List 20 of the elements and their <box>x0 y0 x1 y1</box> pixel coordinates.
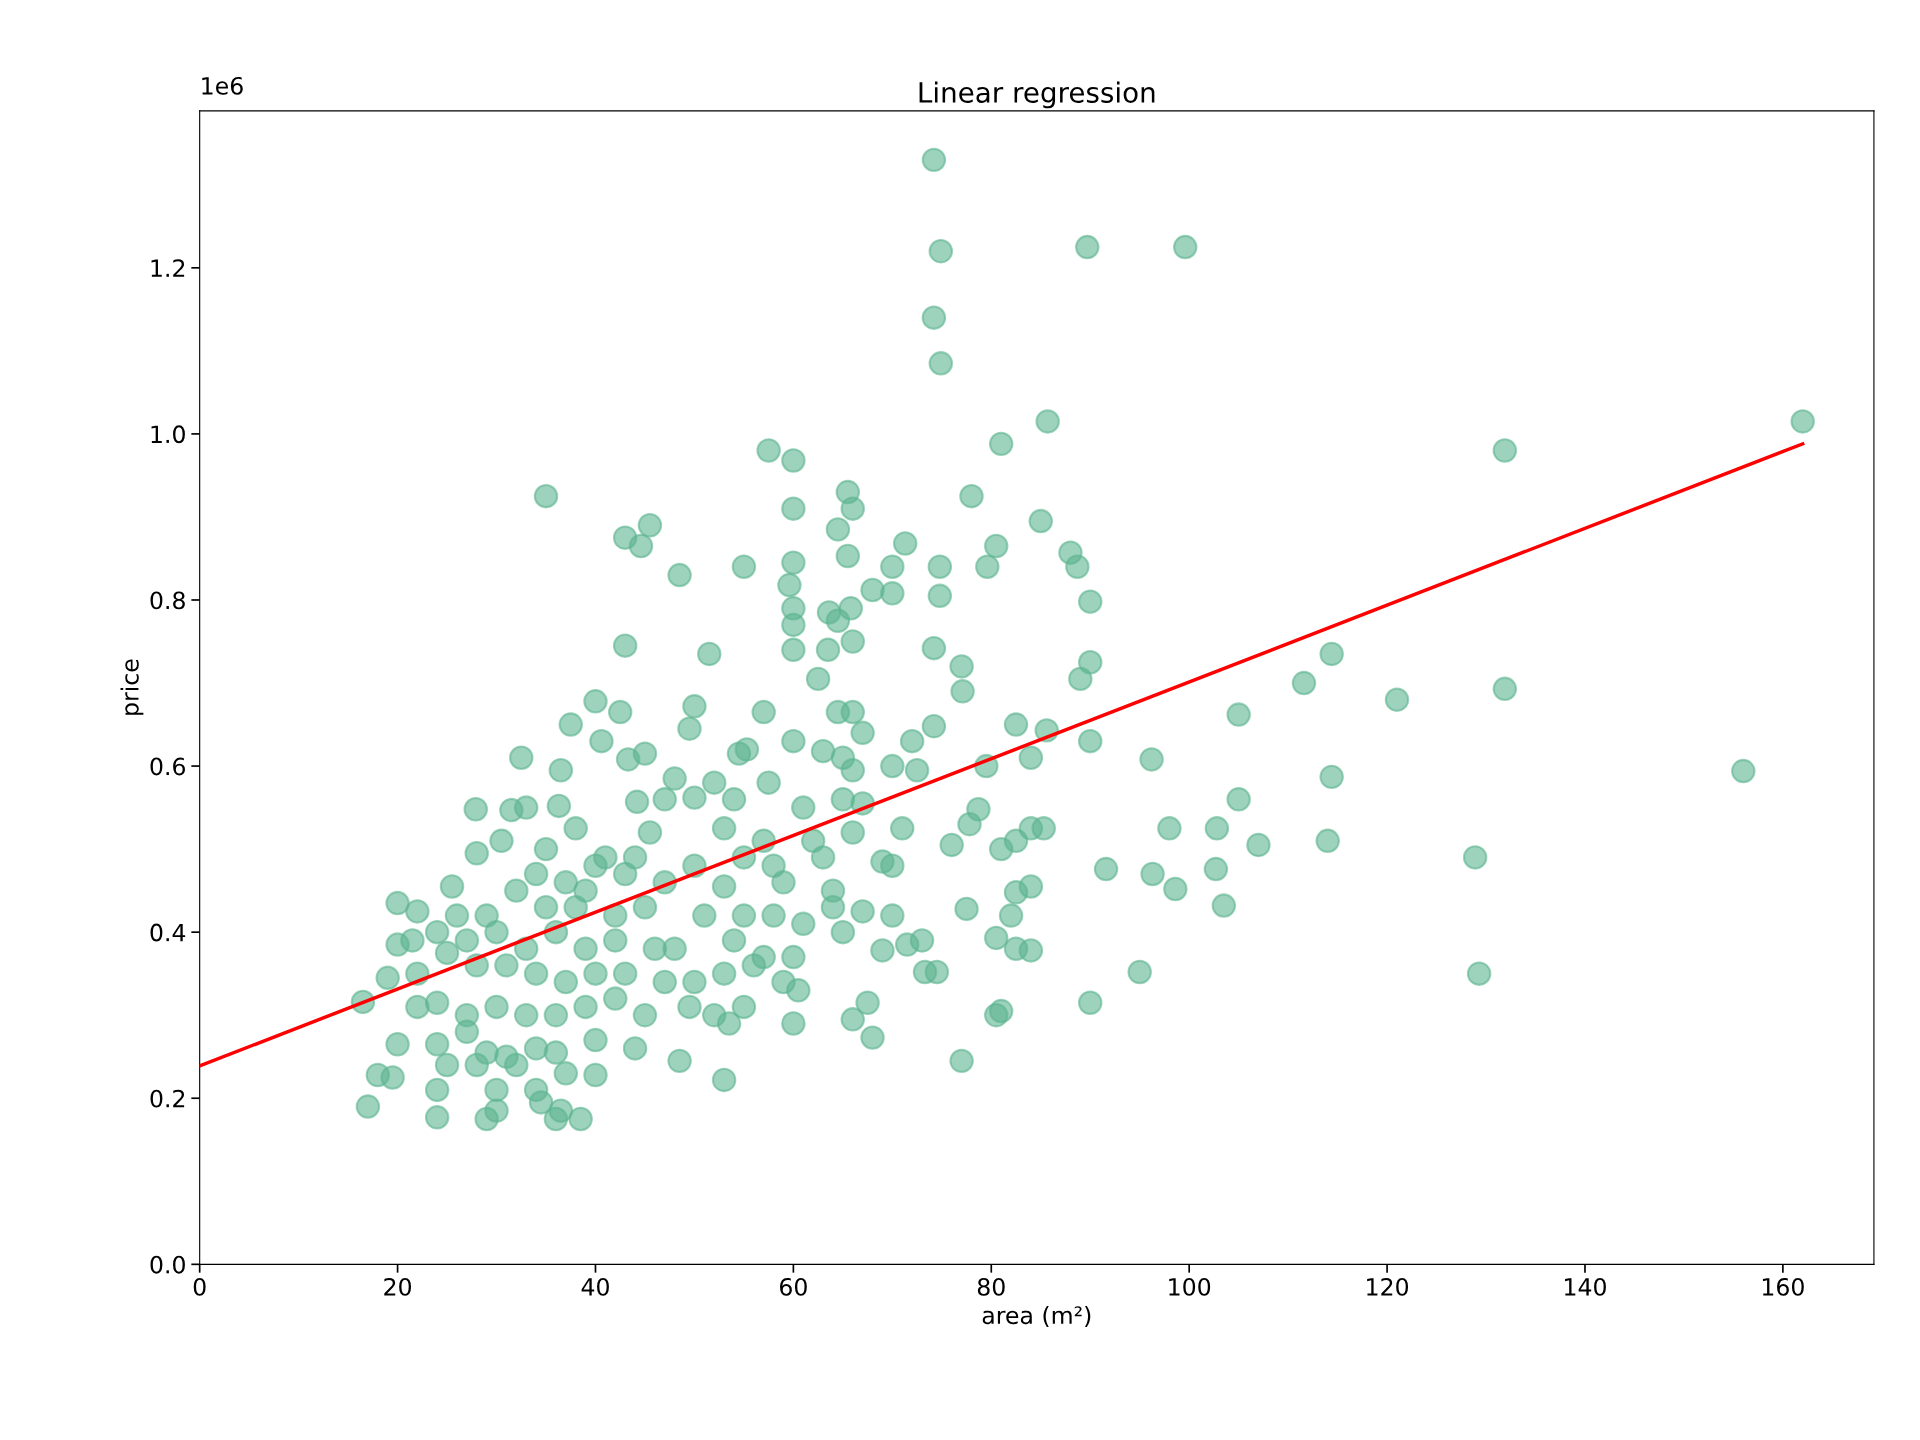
y-tick-label: 0.4 <box>150 923 186 942</box>
y-tick-label: 0.0 <box>150 1255 185 1274</box>
x-tick-label: 80 <box>977 1277 1005 1296</box>
x-tick-label: 100 <box>1169 1277 1211 1296</box>
y-tick-label: 0.8 <box>150 591 185 610</box>
x-tick-label: 140 <box>1565 1277 1606 1296</box>
y-tick-label: 1.0 <box>151 425 185 444</box>
text: 1e6 <box>202 76 243 95</box>
x-tick-label: 120 <box>1367 1277 1409 1296</box>
x-tick-label: 20 <box>384 1277 412 1296</box>
y-tick-label: 1.2 <box>151 259 185 277</box>
y-tick-label: 0.6 <box>150 757 185 776</box>
x-tick-label: 40 <box>581 1277 609 1296</box>
y-axis-title: price <box>120 659 144 715</box>
y-tick-label: 0.2 <box>150 1089 185 1108</box>
x-axis-title: area (m²) <box>982 1305 1091 1327</box>
chart-title: Linear regression <box>919 81 1155 109</box>
x-tick-label: 0 <box>193 1277 206 1296</box>
x-tick-label: 160 <box>1762 1277 1804 1296</box>
x-tick-label: 60 <box>780 1277 807 1296</box>
